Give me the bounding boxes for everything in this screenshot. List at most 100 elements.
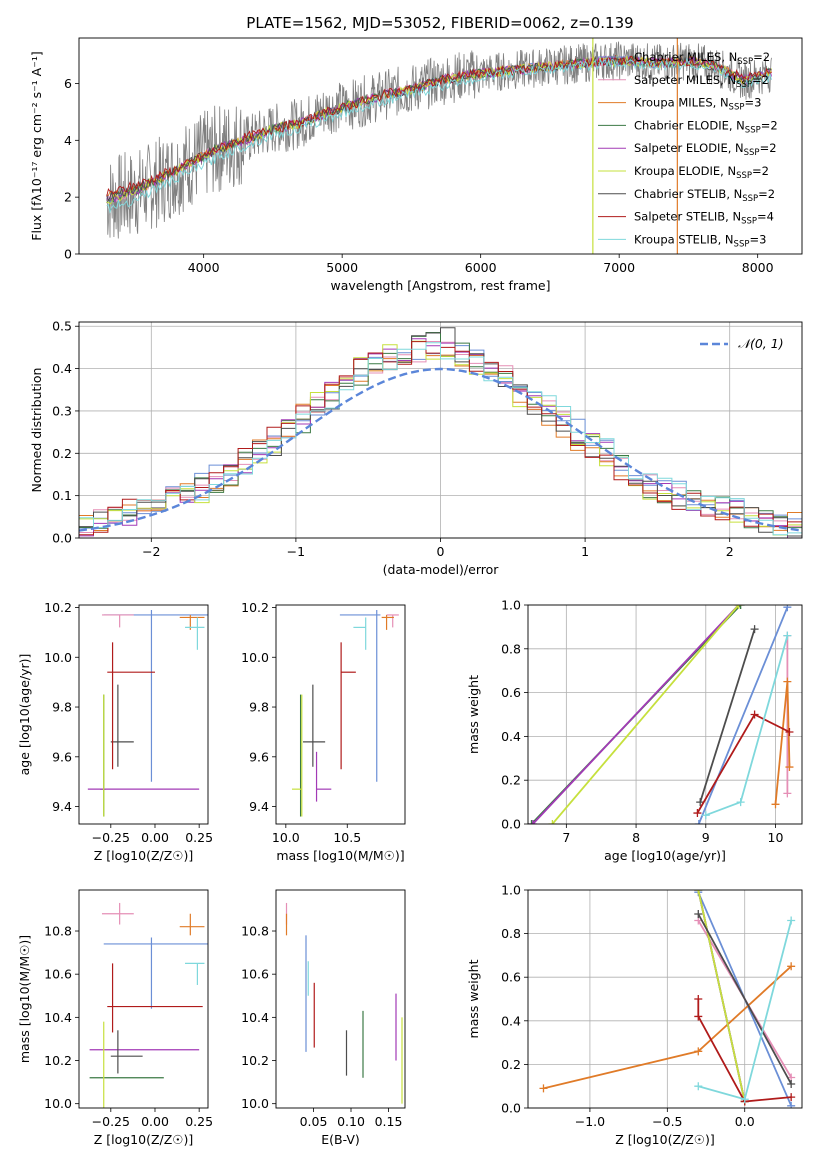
axes-age-vs-Z: −0.25 0.00 0.25 9.4 9.6 9.8 10.0 10.2 Z [log10(Z… (17, 600, 213, 863)
legend-label: Salpeter MILES, NSSP=2 (634, 73, 769, 90)
spectrum-legend: Chabrier MILES, NSSP=2 Salpeter MILES, NS… (598, 50, 778, 249)
weight-line (551, 605, 740, 824)
x-axis-label: wavelength [Angstrom, rest frame] (330, 278, 550, 293)
y-tick-label: 9.4 (249, 799, 269, 814)
histogram-step (79, 327, 802, 537)
plot-area (528, 605, 794, 824)
y-axis-label: Flux [fλ10⁻¹⁷ erg cm⁻² s⁻¹ A⁻¹] (29, 51, 44, 240)
x-tick-label: 4000 (188, 260, 220, 275)
weight-marker (787, 1093, 796, 1102)
axes-age-vs-mass: 10.0 10.5 9.4 9.6 9.8 10.0 10.2 mass [log10(M/M… (241, 600, 406, 863)
weight-marker (694, 1047, 703, 1056)
x-tick-label: −0.25 (92, 1114, 130, 1129)
y-tick-label: 1.0 (501, 598, 521, 613)
plot-area (106, 38, 772, 254)
plot-area (89, 902, 208, 1108)
x-tick-label: 0.25 (185, 1114, 213, 1129)
y-tick-label: 0.8 (501, 641, 521, 656)
axes-frame (275, 604, 406, 825)
axes-mass-vs-EBV: 0.05 0.10 0.15 10.0 10.2 10.4 10.6 10.8 E(B-V) (241, 889, 406, 1147)
weight-marker (694, 820, 703, 824)
y-tick-label: 9.4 (52, 799, 72, 814)
y-tick-label: 0.0 (501, 817, 521, 832)
spectrum-model-line (106, 57, 772, 214)
axes-frame (527, 889, 803, 1109)
weight-marker (528, 820, 537, 824)
weight-marker (771, 800, 780, 809)
axes-frame (275, 889, 406, 1109)
y-tick-label: 10.6 (241, 967, 269, 982)
x-tick-label: 0.05 (300, 1114, 328, 1129)
y-tick-label: 10.2 (44, 1053, 72, 1068)
weight-marker (783, 605, 792, 612)
legend-label: Chabrier STELIB, NSSP=2 (634, 187, 775, 204)
weight-line (697, 606, 789, 824)
y-tick-label: 10.2 (241, 600, 269, 615)
x-axis-label: Z [log10(Z/Z☉)] (94, 1132, 194, 1147)
x-tick-label: −1.0 (575, 1114, 605, 1129)
axes-residuals: −2 −1 0 1 2 0.0 0.1 0.2 0.3 0.4 0.5 (data-model)/er… (29, 319, 803, 577)
histogram-step (79, 342, 802, 536)
axes-frame (78, 889, 209, 1109)
x-tick-label: 6000 (465, 260, 497, 275)
x-tick-label: −1 (287, 544, 305, 559)
plot-area (539, 890, 796, 1108)
weight-marker (750, 710, 759, 719)
x-tick-label: 1 (581, 544, 589, 559)
x-axis-label: E(B-V) (321, 1132, 360, 1147)
x-axis-label: (data-model)/error (383, 562, 500, 577)
y-tick-label: 4 (64, 133, 72, 148)
y-tick-label: 9.6 (52, 749, 72, 764)
weight-marker (787, 1101, 796, 1108)
x-tick-label: 10.5 (333, 830, 361, 845)
y-tick-label: 10.0 (44, 650, 72, 665)
y-tick-label: 0.0 (501, 1101, 521, 1116)
y-tick-label: 10.6 (44, 967, 72, 982)
weight-line (697, 913, 792, 1085)
x-axis-label: Z [log10(Z/Z☉)] (615, 1132, 715, 1147)
y-tick-label: 10.4 (44, 1010, 72, 1025)
y-tick-label: 0.6 (501, 685, 521, 700)
residuals-legend: 𝒩(0, 1) (700, 336, 784, 351)
y-axis-label: mass weight (466, 675, 481, 754)
plot-area (291, 609, 399, 817)
x-tick-label: −2 (142, 544, 160, 559)
legend-label: 𝒩(0, 1) (738, 336, 784, 351)
legend-label: Salpeter STELIB, NSSP=4 (634, 210, 774, 227)
y-tick-label: 9.8 (249, 700, 269, 715)
weight-line (532, 605, 740, 824)
weight-line (697, 999, 792, 1103)
y-axis-label: mass [log10(M/M☉)] (17, 935, 32, 1063)
weight-marker (701, 811, 710, 820)
weight-marker (694, 909, 703, 918)
y-axis-label: age [log10(age/yr)] (17, 654, 32, 776)
y-tick-label: 0.2 (52, 446, 72, 461)
legend-label: Kroupa MILES, NSSP=3 (634, 96, 761, 113)
legend-label: Kroupa ELODIE, NSSP=2 (634, 164, 769, 181)
y-tick-label: 0.1 (52, 488, 72, 503)
weight-marker (783, 677, 792, 686)
axes-spectrum: 4000 5000 6000 7000 8000 0 2 4 6 wavelength [Angs… (29, 37, 803, 293)
weight-marker (740, 1095, 749, 1104)
legend-label: Chabrier ELODIE, NSSP=2 (634, 118, 778, 135)
x-tick-label: 0.00 (141, 1114, 169, 1129)
weight-marker (694, 890, 703, 894)
axes-mass-weight-vs-age: 7 8 9 10 0.0 0.2 0.4 0.6 0.8 1.0 age [log10(age/yr… (466, 598, 803, 863)
weight-marker (694, 1082, 703, 1091)
axes-mass-vs-Z: −0.25 0.00 0.25 10.0 10.2 10.4 10.6 10.8 Z [log1… (17, 889, 213, 1147)
y-axis-label: mass weight (466, 959, 481, 1038)
x-tick-label: 0.25 (185, 830, 213, 845)
x-tick-label: 8 (632, 830, 640, 845)
y-tick-label: 10.4 (241, 1010, 269, 1025)
x-tick-label: 7 (562, 830, 570, 845)
legend-label: Chabrier MILES, NSSP=2 (634, 50, 770, 67)
y-tick-label: 9.6 (249, 749, 269, 764)
axes-frame (78, 604, 209, 825)
weight-marker (736, 605, 745, 609)
y-tick-label: 10.2 (44, 600, 72, 615)
axes-frame (78, 37, 803, 255)
y-tick-label: 10.8 (241, 924, 269, 939)
y-tick-label: 2 (64, 190, 72, 205)
x-axis-label: mass [log10(M/M☉)] (276, 848, 404, 863)
y-tick-label: 0 (64, 247, 72, 262)
